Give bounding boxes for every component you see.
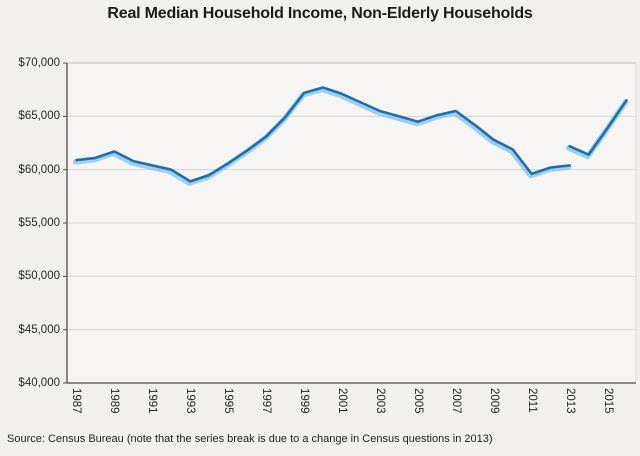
x-axis-label: 1991 — [146, 388, 159, 414]
y-axis-label: $55,000 — [18, 217, 60, 229]
y-axis-label: $70,000 — [18, 57, 60, 69]
x-axis-label: 1999 — [298, 388, 311, 414]
x-axis-label: 1995 — [222, 388, 235, 414]
x-axis-label: 2005 — [411, 388, 424, 414]
y-axis-label: $40,000 — [18, 377, 60, 389]
x-axis-label: 2003 — [373, 388, 386, 414]
x-axis-label: 1997 — [260, 388, 273, 414]
x-axis-label: 2015 — [601, 388, 614, 414]
x-axis-label: 2013 — [563, 388, 576, 414]
x-axis-label: 2001 — [336, 388, 349, 414]
series-halo-0 — [72, 86, 572, 186]
chart-title: Real Median Household Income, Non-Elderl… — [107, 5, 533, 22]
x-axis-label: 2007 — [449, 388, 462, 414]
x-axis-label: 1987 — [70, 388, 83, 414]
y-axis-label: $50,000 — [18, 270, 60, 283]
x-axis-label: 1993 — [184, 388, 197, 414]
x-axis-label: 1989 — [108, 388, 121, 414]
y-axis-label: $65,000 — [18, 110, 60, 123]
x-axis-label: 2011 — [525, 388, 538, 413]
x-axis-label: 2009 — [487, 388, 500, 414]
y-axis-label: $60,000 — [18, 163, 60, 176]
y-axis-label: $45,000 — [18, 323, 60, 336]
source-note: Source: Census Bureau (note that the ser… — [7, 433, 493, 445]
series-line-1 — [568, 99, 628, 156]
series-line-0 — [75, 86, 571, 183]
